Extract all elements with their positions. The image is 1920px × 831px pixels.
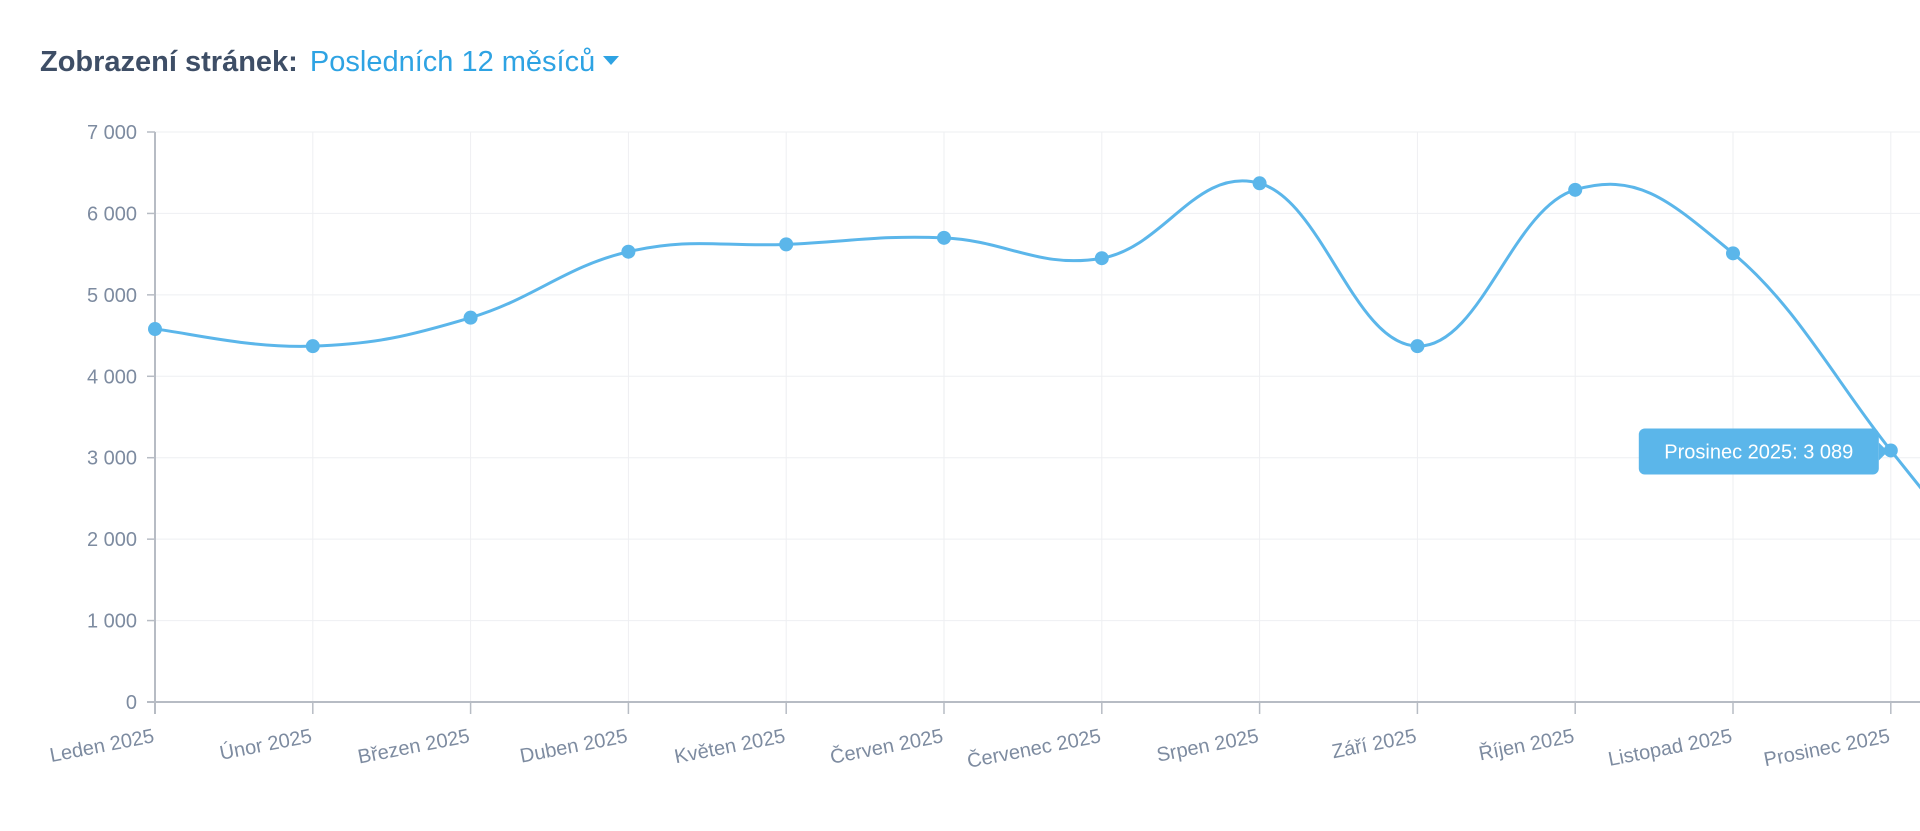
x-tick-label: Listopad 2025: [1606, 725, 1734, 771]
x-tick-label: Duben 2025: [518, 725, 629, 767]
x-tick-label: Červen 2025: [828, 724, 945, 768]
data-point[interactable]: [1094, 251, 1109, 266]
x-tick-label: Únor 2025: [218, 724, 314, 764]
data-point[interactable]: [937, 230, 951, 245]
period-dropdown[interactable]: Posledních 12 měsíců: [309, 46, 620, 78]
y-tick-label: 1 000: [87, 611, 137, 633]
x-tick-label: Leden 2025: [48, 725, 156, 767]
data-point[interactable]: [148, 322, 162, 337]
chart-tooltip: Prosinec 2025: 3 089: [1638, 428, 1888, 475]
y-tick-label: 6 000: [87, 203, 137, 225]
y-tick-label: 3 000: [87, 448, 137, 470]
data-point[interactable]: [1252, 176, 1267, 191]
header-label: Zobrazení stránek:: [40, 46, 298, 78]
chart-grid: [155, 131, 1920, 702]
y-tick-label: 7 000: [87, 122, 137, 144]
tooltip-box: [1638, 428, 1879, 475]
chart-header: Zobrazení stránek: Posledních 12 měsíců: [40, 40, 620, 84]
y-tick-label: 2 000: [87, 529, 137, 551]
data-point[interactable]: [1568, 182, 1583, 197]
x-axis-ticks: Leden 2025 Únor 2025 Březen 2025 Duben 2025…: [48, 724, 1892, 772]
y-axis-ticks: 0 1 000 2 000 3 000 4 000 5 000 6 000 7 000: [87, 122, 137, 714]
x-tick-label: Březen 2025: [356, 725, 472, 768]
tooltip-pointer: [1878, 442, 1888, 461]
x-tick-label: Říjen 2025: [1477, 724, 1576, 765]
x-tick-label: Prosinec 2025: [1762, 725, 1892, 771]
chevron-down-icon: [603, 55, 620, 65]
data-point[interactable]: [1410, 339, 1425, 354]
period-dropdown-label: Posledních 12 měsíců: [309, 46, 596, 78]
data-point[interactable]: [463, 310, 478, 325]
y-tick-label: 4 000: [87, 366, 137, 388]
x-tick-label: Červenec 2025: [965, 724, 1103, 772]
x-tick-label: Srpen 2025: [1155, 725, 1261, 766]
x-tick-label: Září 2025: [1330, 725, 1418, 763]
chart-axes: [147, 131, 1920, 714]
data-point[interactable]: [1883, 443, 1898, 458]
series-line: [154, 179, 1920, 490]
tooltip-text: Prosinec 2025: 3 089: [1664, 441, 1853, 463]
x-tick-label: Květen 2025: [673, 725, 787, 768]
data-point[interactable]: [779, 237, 794, 252]
data-point[interactable]: [1726, 246, 1740, 261]
data-points: [148, 176, 1898, 458]
data-point[interactable]: [621, 244, 636, 259]
y-tick-label: 0: [126, 692, 137, 714]
y-tick-label: 5 000: [87, 285, 137, 307]
data-point[interactable]: [305, 339, 320, 354]
